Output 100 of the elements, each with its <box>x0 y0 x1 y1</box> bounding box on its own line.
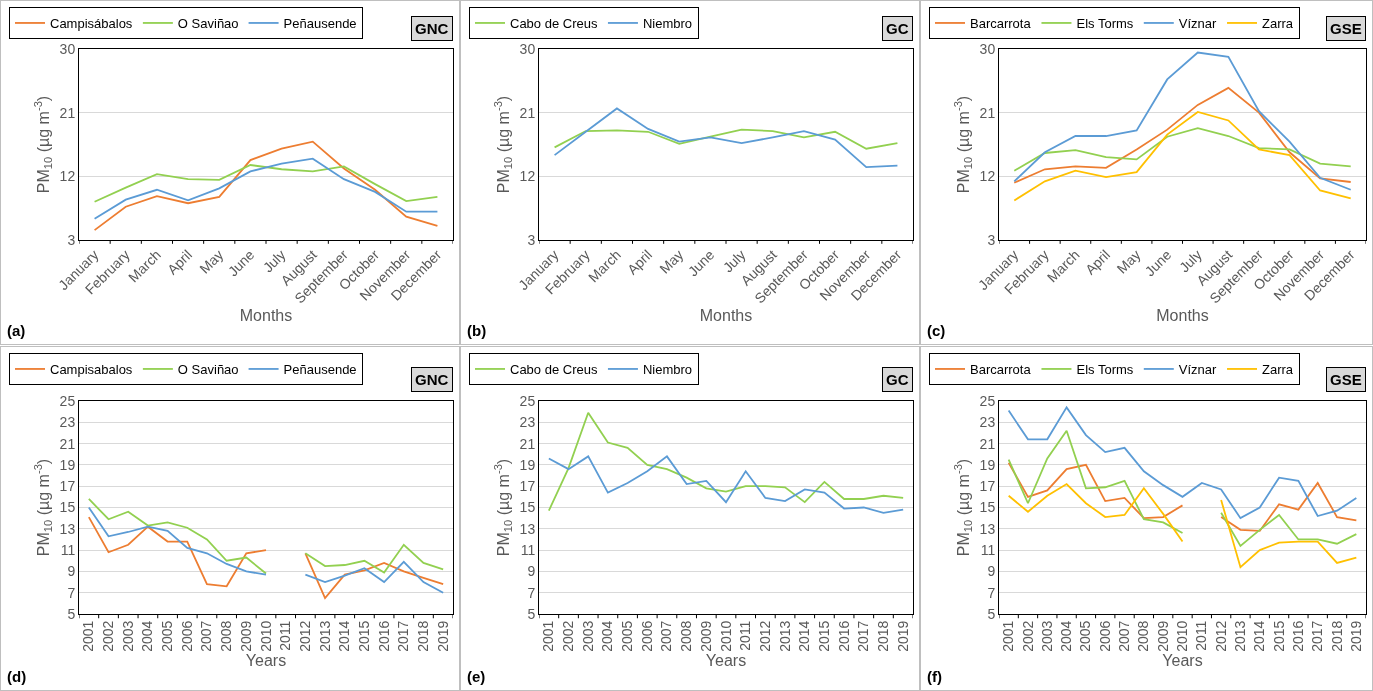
x-tick-label: May <box>196 246 227 277</box>
y-tick-label: 5 <box>987 605 996 622</box>
x-tick-label: 2019 <box>894 620 911 652</box>
y-tick-label: 21 <box>59 104 76 121</box>
y-tick-label: 23 <box>519 414 536 431</box>
x-tick-label: 2009 <box>237 620 254 652</box>
y-tick-label: 12 <box>59 168 76 185</box>
y-tick-label: 13 <box>519 520 536 537</box>
legend-label: Víznar <box>1178 362 1218 378</box>
x-tick-label: 2001 <box>540 620 557 652</box>
x-tick-label: 2008 <box>1135 620 1152 652</box>
legend-label: Peñausende <box>283 362 357 378</box>
y-tick-label: 9 <box>987 563 996 580</box>
y-tick-label: 25 <box>519 392 536 409</box>
y-tick-label: 11 <box>60 542 76 558</box>
x-tick-label: 2019 <box>434 620 451 652</box>
y-tick-label: 21 <box>979 435 996 452</box>
y-tick-label: 3 <box>67 231 76 248</box>
y-tick-label: 21 <box>59 435 76 452</box>
x-tick-label: 2014 <box>1251 620 1268 652</box>
y-tick-label: 3 <box>527 231 536 248</box>
y-tick-label: 30 <box>59 40 76 57</box>
y-tick-label: 17 <box>979 478 996 495</box>
legend-label: Campisabalos <box>50 362 133 378</box>
line-series <box>547 411 905 512</box>
line-series <box>93 164 439 203</box>
x-tick-label: 2011 <box>737 620 754 651</box>
x-tick-label: 2009 <box>697 620 714 652</box>
y-tick-label: 11 <box>980 542 996 558</box>
text: GNC <box>415 20 449 37</box>
x-tick-label: 2007 <box>198 620 215 652</box>
text: (c) <box>927 322 946 339</box>
legend-label: Cabo de Creus <box>510 16 598 32</box>
legend-label: Cabo de Creus <box>510 362 598 378</box>
legend-label: Zarra <box>1262 362 1294 378</box>
y-tick-label: 7 <box>527 584 536 601</box>
text: (a) <box>7 322 26 339</box>
x-tick-label: 2014 <box>796 620 813 652</box>
text: GNC <box>415 371 449 388</box>
x-tick-label: 2004 <box>1058 620 1075 652</box>
line-series <box>93 140 439 231</box>
y-tick-label: 9 <box>527 563 536 580</box>
x-tick-label: 2008 <box>218 620 235 652</box>
y-tick-label: 19 <box>979 456 996 473</box>
x-tick-label: 2010 <box>1174 620 1191 652</box>
y-tick-label: 13 <box>979 520 996 537</box>
x-tick-label: 2013 <box>776 620 793 652</box>
x-tick-label: 2016 <box>835 620 852 652</box>
x-tick-label: 2016 <box>1289 620 1306 652</box>
y-tick-label: 12 <box>979 168 996 185</box>
x-axis-title: Months <box>1156 307 1209 324</box>
y-tick-label: 21 <box>519 435 536 452</box>
x-tick-label: 2010 <box>717 620 734 652</box>
y-tick-label: 9 <box>67 563 76 580</box>
legend-label: Barcarrota <box>970 362 1032 378</box>
x-tick-label: 2004 <box>599 620 616 652</box>
text: GSE <box>1330 371 1362 388</box>
legend-label: Campisábalos <box>50 16 133 32</box>
x-axis-title: Months <box>239 307 293 324</box>
x-tick-label: 2013 <box>316 620 333 652</box>
text: (d) <box>7 668 27 685</box>
x-tick-label: 2015 <box>355 620 372 652</box>
legend-label: Peñausende <box>283 16 357 32</box>
line-series <box>553 107 899 169</box>
x-tick-label: 2014 <box>336 620 353 652</box>
x-tick-label: 2002 <box>1019 620 1036 652</box>
text: GC <box>886 371 909 388</box>
text: GSE <box>1330 20 1362 37</box>
legend-label: Niembro <box>642 362 693 378</box>
x-tick-label: 2016 <box>375 620 392 652</box>
y-tick-label: 19 <box>59 456 76 473</box>
x-tick-label: July <box>719 246 749 276</box>
x-tick-label: May <box>656 246 687 277</box>
legend-label: Els Torms <box>1076 16 1134 32</box>
x-tick-label: 2006 <box>178 620 195 652</box>
legend-label: Barcarrota <box>970 16 1032 32</box>
line-series <box>547 455 905 514</box>
y-tick-label: 21 <box>979 104 996 121</box>
x-tick-label: 2009 <box>1154 620 1171 652</box>
y-tick-label: 19 <box>519 456 536 473</box>
x-tick-label: 2005 <box>159 620 176 652</box>
y-tick-label: 23 <box>59 414 76 431</box>
x-tick-label: 2015 <box>815 620 832 652</box>
x-tick-label: 2012 <box>296 620 313 652</box>
legend-label: Zarra <box>1262 16 1294 32</box>
x-tick-label: 2001 <box>80 620 97 652</box>
x-tick-label: July <box>259 246 289 276</box>
x-tick-label: 2001 <box>1000 620 1017 652</box>
y-tick-label: 17 <box>59 478 76 495</box>
x-tick-label: 2004 <box>139 620 156 652</box>
x-axis-title: Years <box>705 652 747 670</box>
line-series <box>1013 51 1352 191</box>
x-tick-label: 2006 <box>1096 620 1113 652</box>
x-tick-label: 2017 <box>395 620 412 652</box>
x-axis-title: Months <box>699 307 753 324</box>
y-tick-label: 5 <box>67 605 76 622</box>
text: (e) <box>467 668 486 685</box>
x-tick-label: 2010 <box>257 620 274 652</box>
y-tick-label: 30 <box>979 40 996 57</box>
y-tick-label: 25 <box>59 392 76 409</box>
